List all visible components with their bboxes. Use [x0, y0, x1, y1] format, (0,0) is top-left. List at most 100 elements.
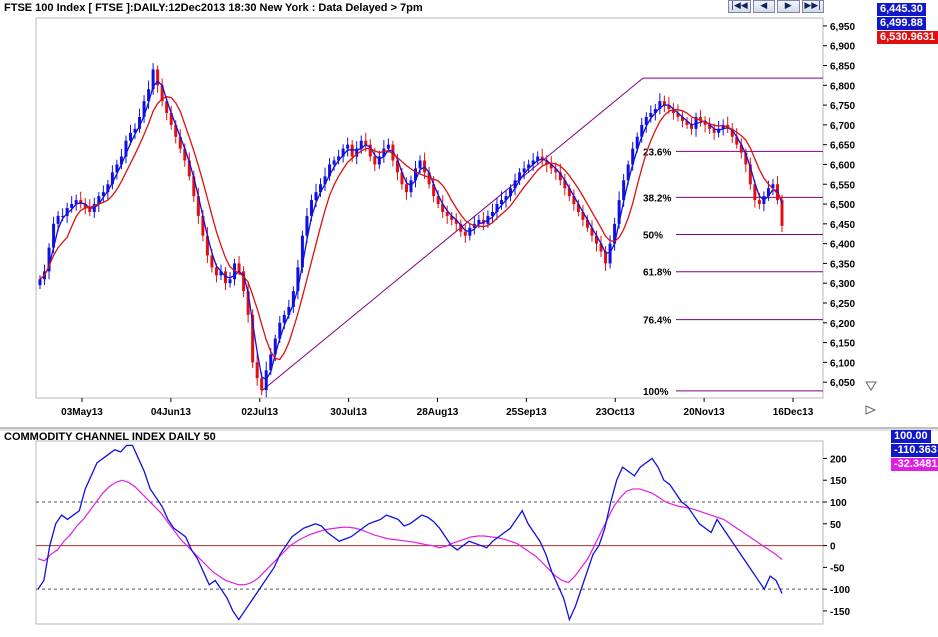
y-tick-label: 6,150	[830, 339, 855, 350]
candle-body	[676, 113, 680, 117]
candle-body	[187, 160, 191, 177]
chart-title: FTSE 100 Index [ FTSE ]:DAILY:12Dec2013 …	[4, 2, 423, 14]
cci-y-tick-label: 200	[830, 454, 847, 465]
candle-body	[757, 200, 761, 205]
candle-body	[364, 140, 368, 145]
candle-body	[110, 172, 114, 185]
candle-body	[436, 196, 440, 205]
candle-body	[147, 89, 151, 102]
cci-badge-upper: 100.00	[891, 430, 931, 443]
x-tick-label: 02Jul13	[241, 407, 278, 418]
candle-body	[124, 140, 128, 157]
y-tick-label: 6,850	[830, 62, 855, 73]
y-tick-label: 6,300	[830, 279, 855, 290]
candle-body	[454, 219, 458, 224]
candle-body	[323, 176, 327, 185]
candle-body	[350, 144, 354, 157]
x-tick-label: 23Oct13	[596, 407, 635, 418]
candle-body	[106, 184, 110, 193]
candle-body	[319, 184, 323, 193]
candle-body	[513, 180, 517, 189]
candle-body	[183, 148, 187, 161]
previous-button[interactable]: ◀	[752, 0, 775, 13]
candle-body	[608, 243, 612, 264]
candle-body	[210, 255, 214, 268]
y-tick-label: 6,900	[830, 42, 855, 53]
candle-body	[721, 124, 725, 129]
candle-body	[115, 164, 119, 173]
candle-body	[631, 148, 635, 165]
candle-body	[47, 247, 51, 272]
candle-body	[169, 113, 173, 125]
candle-body	[545, 160, 549, 165]
candle-body	[273, 338, 277, 355]
candle-body	[640, 124, 644, 137]
candle-body	[766, 188, 770, 197]
x-tick-label: 04Jun13	[151, 407, 191, 418]
candle-body	[400, 172, 404, 185]
fib-label: 61.8%	[643, 268, 671, 279]
last-price-badge: 6,445.30	[877, 3, 926, 16]
candle-body	[160, 85, 164, 102]
candle-body	[61, 215, 65, 217]
candle-body	[477, 219, 481, 224]
candle-body	[359, 140, 363, 149]
cci-signal-badge: -32.3481	[891, 458, 938, 471]
candle-body	[373, 156, 377, 165]
candle-body	[531, 160, 535, 165]
cci-plot-frame	[35, 440, 824, 625]
last-button[interactable]: ▶▶|	[801, 0, 824, 13]
candle-body	[549, 164, 553, 169]
candle-body	[201, 215, 205, 236]
candle-body	[658, 101, 662, 110]
scroll-down-icon[interactable]	[865, 381, 877, 391]
candle-body	[341, 148, 345, 157]
candle-body	[56, 215, 60, 224]
candle-body	[83, 204, 87, 208]
y-tick-label: 6,350	[830, 259, 855, 270]
candle-body	[504, 196, 508, 201]
candle-body	[178, 136, 182, 149]
x-tick-label: 30Jul13	[330, 407, 367, 418]
candle-body	[671, 109, 675, 113]
candle-body	[395, 160, 399, 173]
candle-body	[495, 204, 499, 212]
scroll-right-icon[interactable]	[865, 405, 877, 415]
y-tick-label: 6,500	[830, 200, 855, 211]
first-button[interactable]: |◀◀	[728, 0, 751, 13]
candle-body	[490, 211, 494, 216]
cci-signal-line	[37, 479, 783, 586]
slow-ma-line	[39, 95, 783, 361]
candle-body	[735, 136, 739, 145]
fast-ma-badge: 6,499.88	[877, 17, 926, 30]
candle-body	[572, 196, 576, 205]
candle-body	[269, 354, 273, 371]
fib-label: 100%	[643, 387, 669, 398]
candle-body	[604, 251, 608, 264]
candle-body	[459, 223, 463, 232]
candle-body	[314, 192, 318, 201]
candle-body	[97, 196, 101, 205]
x-tick-label: 16Dec13	[773, 407, 814, 418]
candle-body	[509, 188, 513, 197]
candle-body	[101, 192, 105, 197]
candle-body	[599, 243, 603, 252]
candle-body	[296, 267, 300, 292]
y-tick-label: 6,550	[830, 180, 855, 191]
candle-body	[662, 101, 666, 106]
x-tick-label: 03May13	[61, 407, 103, 418]
candle-body	[595, 235, 598, 244]
fib-label: 38.2%	[643, 193, 671, 204]
candle-body	[432, 184, 436, 197]
candle-body	[622, 180, 626, 201]
candle-body	[414, 168, 418, 181]
cci-y-tick-label: -50	[830, 563, 845, 574]
candle-body	[368, 144, 372, 157]
candle-body	[441, 204, 445, 212]
next-button[interactable]: ▶	[777, 0, 800, 13]
candle-body	[667, 105, 671, 110]
candle-body	[427, 172, 431, 185]
x-tick-label: 20Nov13	[684, 407, 726, 418]
